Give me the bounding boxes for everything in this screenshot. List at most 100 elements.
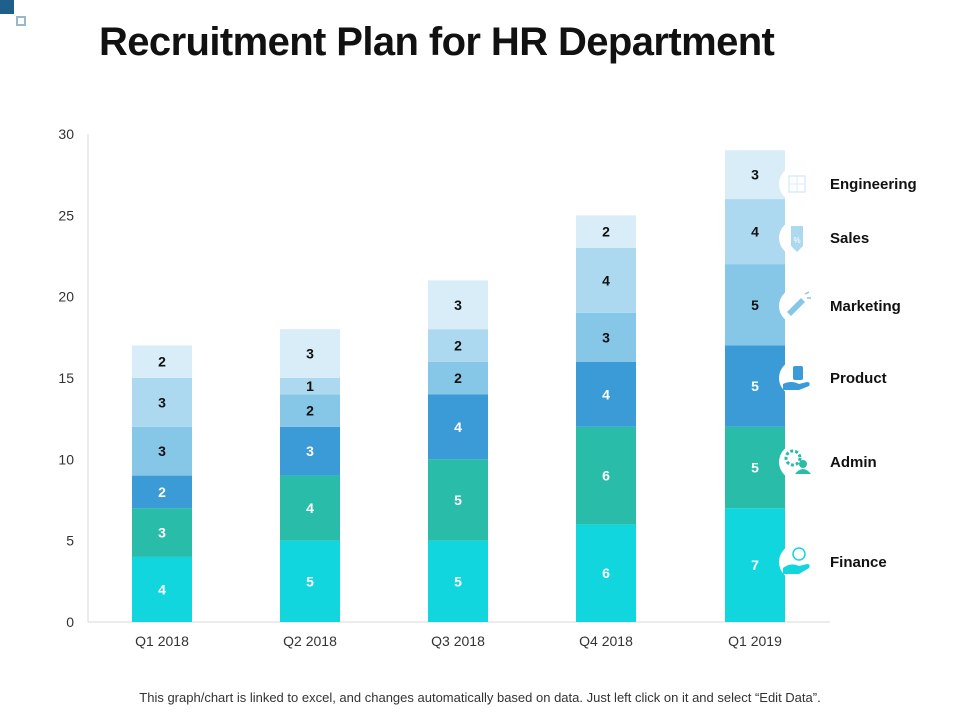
box-shape <box>793 366 803 380</box>
bar-segment-finance <box>725 508 785 622</box>
bar-segment-admin <box>428 459 488 541</box>
legend-item-admin: Admin <box>779 444 877 480</box>
bar-segment-finance <box>132 556 192 622</box>
data-label: 6 <box>602 468 610 484</box>
data-label: 3 <box>306 346 314 362</box>
bar-segment-sales <box>132 378 192 427</box>
data-label: 4 <box>751 224 759 240</box>
data-label: 2 <box>454 337 462 353</box>
x-tick-label: Q2 2018 <box>283 633 337 649</box>
legend-label: Marketing <box>830 298 901 315</box>
bar-segment-finance <box>428 540 488 622</box>
data-label: 4 <box>158 581 166 597</box>
bar-segment-engineering <box>280 329 340 378</box>
bar-segment-marketing <box>428 361 488 395</box>
data-label: 3 <box>751 167 759 183</box>
y-tick-label: 0 <box>66 614 74 630</box>
bar-segment-marketing <box>725 264 785 346</box>
bar-segment-engineering <box>576 215 636 248</box>
bar-segment-marketing <box>576 312 636 362</box>
data-label: 5 <box>751 378 759 394</box>
legend-label: Admin <box>830 454 877 471</box>
data-label: 7 <box>751 557 759 573</box>
sound-line <box>804 291 810 295</box>
legend-label: Product <box>830 370 887 387</box>
money-hand-icon <box>783 547 810 574</box>
bar-segment-finance <box>280 540 340 622</box>
legend-label: Sales <box>830 230 869 247</box>
bar-segment-admin <box>132 508 192 557</box>
bar-segment-product <box>725 345 785 427</box>
bar-segment-product <box>576 361 636 427</box>
data-label: 2 <box>158 354 166 370</box>
bar-segment-marketing <box>132 426 192 476</box>
bar-segment-finance <box>576 524 636 622</box>
data-label: 6 <box>602 565 610 581</box>
footer-note: This graph/chart is linked to excel, and… <box>139 690 821 705</box>
legend-item-engineering: Engineering <box>779 166 917 202</box>
box-hand-icon <box>783 366 810 390</box>
person-body <box>795 469 811 474</box>
corner-square-outline <box>16 16 26 26</box>
legend-item-finance: Finance <box>779 544 887 580</box>
bar-segment-engineering <box>132 345 192 378</box>
y-tick-label: 10 <box>58 451 74 467</box>
x-tick-label: Q1 2019 <box>728 633 782 649</box>
data-label: 2 <box>602 224 610 240</box>
y-tick-label: 5 <box>66 533 74 549</box>
data-label: 3 <box>454 297 462 313</box>
data-label: 4 <box>306 500 314 516</box>
data-label: 5 <box>306 573 314 589</box>
x-tick-label: Q1 2018 <box>135 633 189 649</box>
data-label: 3 <box>158 394 166 410</box>
data-label: 3 <box>158 525 166 541</box>
data-label: 2 <box>158 484 166 500</box>
bar-segment-marketing <box>280 394 340 427</box>
person-head <box>799 460 807 468</box>
hand-shape <box>783 564 810 574</box>
data-label: 3 <box>306 443 314 459</box>
data-label: 3 <box>158 443 166 459</box>
legend-item-product: Product <box>779 360 887 396</box>
megaphone-body <box>787 298 805 316</box>
tag-shape <box>791 226 803 252</box>
legend-icon-badge <box>779 544 815 580</box>
bar-segment-admin <box>576 426 636 525</box>
bar-segment-product <box>428 394 488 460</box>
tag-percent: % <box>793 236 800 245</box>
corner-square-dark <box>0 0 14 14</box>
gear-shape <box>784 449 802 467</box>
price-tag-icon: % <box>791 226 803 252</box>
data-label: 2 <box>306 403 314 419</box>
data-label: 5 <box>751 297 759 313</box>
x-tick-label: Q4 2018 <box>579 633 633 649</box>
bar-segment-admin <box>280 475 340 541</box>
people-gear-icon <box>784 449 811 474</box>
x-tick-label: Q3 2018 <box>431 633 485 649</box>
legend-item-marketing: Marketing <box>779 288 901 324</box>
bar-segment-sales <box>428 329 488 362</box>
bar-segment-sales <box>725 199 785 265</box>
page-title: Recruitment Plan for HR Department <box>99 20 775 64</box>
hand-shape <box>783 382 810 390</box>
data-label: 1 <box>306 378 314 394</box>
data-label: 5 <box>454 492 462 508</box>
data-label: 4 <box>454 419 462 435</box>
corner-decoration <box>0 0 28 28</box>
bar-segment-sales <box>280 378 340 395</box>
bar-segment-engineering <box>428 280 488 330</box>
data-label: 5 <box>751 459 759 475</box>
data-label: 3 <box>602 329 610 345</box>
bar-segment-sales <box>576 247 636 313</box>
megaphone-icon <box>787 291 811 316</box>
y-tick-label: 20 <box>58 289 74 305</box>
bar-segment-engineering <box>725 150 785 200</box>
y-tick-label: 25 <box>58 207 74 223</box>
bar-segment-product <box>280 426 340 476</box>
coin-shape <box>792 547 806 561</box>
data-label: 5 <box>454 573 462 589</box>
data-label: 4 <box>602 386 610 402</box>
legend-label: Engineering <box>830 176 917 193</box>
y-tick-label: 30 <box>58 126 74 142</box>
